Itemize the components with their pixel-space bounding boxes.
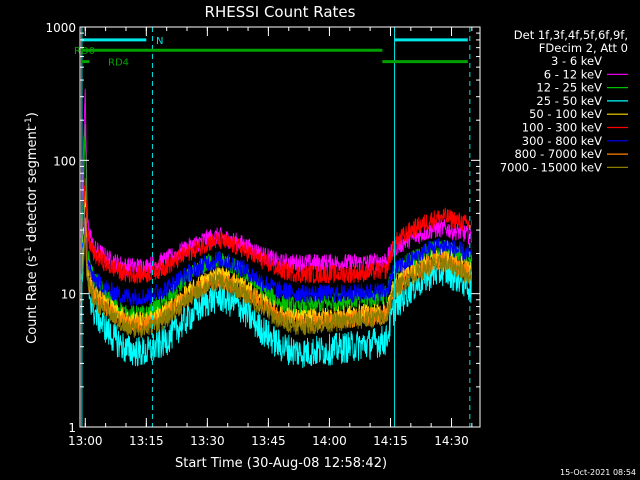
- legend-label-9: 7000 - 15000 keV: [500, 160, 602, 174]
- legend-label-7: 300 - 800 keV: [522, 134, 602, 148]
- series-group: [80, 88, 473, 369]
- legend: Det 1f,3f,4f,5f,6f,9f, FDecim 2, Att 0 3…: [500, 28, 628, 174]
- y-tick-label-3: 100: [53, 154, 76, 168]
- legend-label-5: 50 - 100 keV: [529, 107, 602, 121]
- x-tick-label-4: 13:45: [251, 434, 286, 448]
- y-axis-label: Count Rate (s-1 detector segment-1): [24, 112, 40, 344]
- series-line-7: [80, 207, 473, 306]
- series-line-4: [80, 201, 473, 369]
- series-line-8: [80, 217, 473, 335]
- legend-label-8: 800 - 7000 keV: [514, 147, 602, 161]
- series-line-9: [80, 235, 473, 339]
- legend-label-6: 100 - 300 keV: [522, 121, 602, 135]
- series-line-6: [80, 177, 473, 284]
- legend-header-line-2: FDecim 2, Att 0: [539, 41, 628, 55]
- x-tick-label-7: 14:30: [434, 434, 469, 448]
- legend-label-1: 3 - 6 keV: [551, 54, 602, 68]
- legend-label-3: 12 - 25 keV: [536, 81, 602, 95]
- x-tick-label-3: 13:30: [190, 434, 225, 448]
- state-label-rd0: RD0: [74, 46, 95, 57]
- legend-label-2: 6 - 12 keV: [544, 67, 602, 81]
- x-tick-label-1: 13:00: [68, 434, 103, 448]
- series-line-2: [80, 88, 473, 277]
- x-tick-label-5: 14:00: [312, 434, 347, 448]
- legend-header-line-1: Det 1f,3f,4f,5f,6f,9f,: [514, 28, 628, 42]
- x-axis-label: Start Time (30-Aug-08 12:58:42): [175, 456, 387, 471]
- chart-title: RHESSI Count Rates: [205, 3, 356, 21]
- y-tick-label-1: 1: [68, 421, 76, 435]
- plot-area: N RD0 RD4 1 10 100 1000 13:00 13:15 13:30 13:45 14:…: [45, 21, 481, 448]
- x-tick-label-6: 14:15: [373, 434, 408, 448]
- y-tick-label-4: 1000: [45, 21, 76, 35]
- state-label-rd4: RD4: [108, 58, 129, 69]
- plot-frame: [79, 26, 481, 428]
- state-label-n: N: [156, 36, 163, 47]
- legend-label-4: 25 - 50 keV: [536, 94, 602, 108]
- footer-date: 15-Oct-2021 08:54: [560, 468, 636, 477]
- x-tick-label-2: 13:15: [129, 434, 164, 448]
- y-tick-label-2: 10: [61, 288, 76, 302]
